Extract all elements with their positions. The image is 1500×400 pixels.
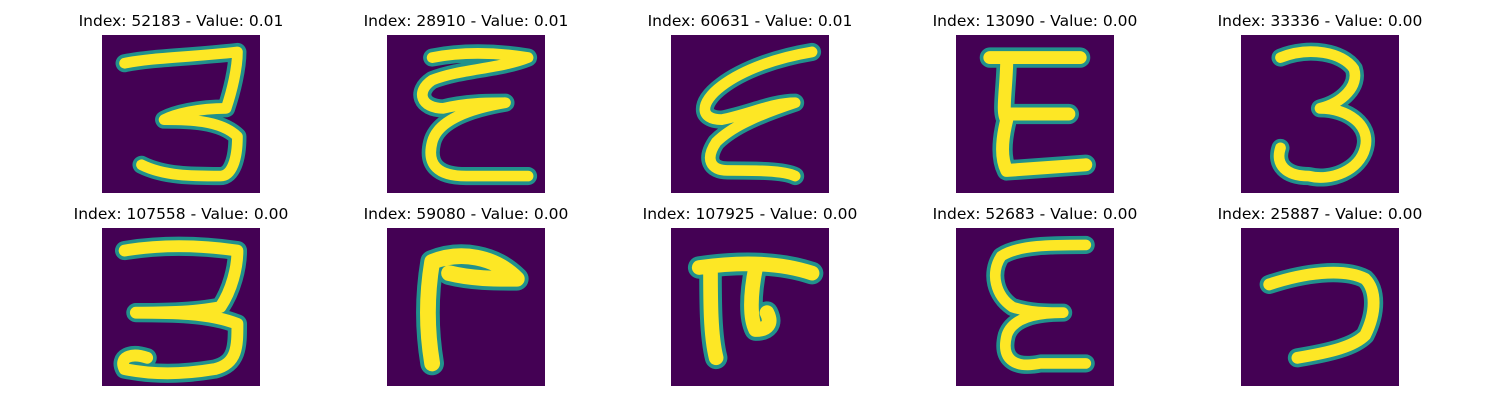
digit-image bbox=[102, 228, 260, 386]
panel-title: Index: 52183 - Value: 0.01 bbox=[78, 12, 284, 30]
digit-image bbox=[1241, 228, 1399, 386]
panel-title: Index: 59080 - Value: 0.00 bbox=[363, 205, 569, 223]
digit-image bbox=[387, 228, 545, 386]
digit-image bbox=[671, 228, 829, 386]
panel-title: Index: 60631 - Value: 0.01 bbox=[647, 12, 853, 30]
digit-image bbox=[956, 228, 1114, 386]
panel-title: Index: 107925 - Value: 0.00 bbox=[642, 205, 858, 223]
digit-image bbox=[387, 35, 545, 193]
digit-image bbox=[1241, 35, 1399, 193]
digit-image bbox=[671, 35, 829, 193]
digit-image bbox=[956, 35, 1114, 193]
panel-title: Index: 107558 - Value: 0.00 bbox=[73, 205, 289, 223]
panel-title: Index: 13090 - Value: 0.00 bbox=[932, 12, 1138, 30]
panel-title: Index: 25887 - Value: 0.00 bbox=[1217, 205, 1423, 223]
panel-title: Index: 52683 - Value: 0.00 bbox=[932, 205, 1138, 223]
digit-image bbox=[102, 35, 260, 193]
panel-title: Index: 28910 - Value: 0.01 bbox=[363, 12, 569, 30]
panel-title: Index: 33336 - Value: 0.00 bbox=[1217, 12, 1423, 30]
